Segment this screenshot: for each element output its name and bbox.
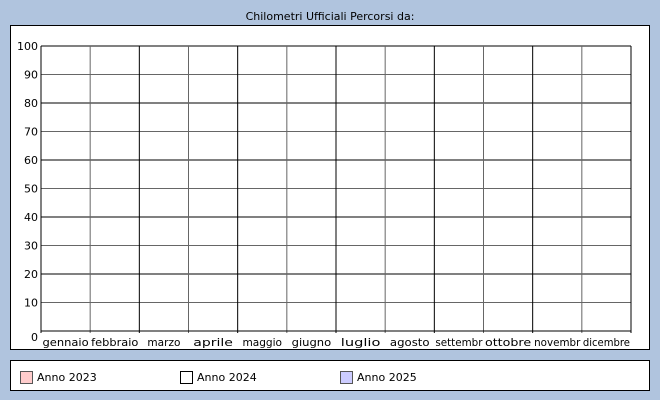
y-tick-label: 20 — [24, 268, 38, 281]
x-tick-label: luglio — [341, 336, 381, 349]
x-tick-label: maggio — [242, 336, 282, 349]
y-tick-label: 60 — [24, 154, 38, 167]
y-tick-label: 100 — [17, 40, 38, 53]
x-tick-label: marzo — [147, 336, 180, 349]
y-tick-label: 40 — [24, 211, 38, 224]
chart-title: Chilometri Ufficiali Percorsi da: — [245, 10, 415, 23]
y-tick-label: 10 — [24, 297, 38, 310]
legend-label: Anno 2025 — [357, 371, 417, 384]
legend: Anno 2023 Anno 2024 Anno 2025 — [10, 360, 650, 391]
chart-svg: 0 10 20 30 40 50 60 70 80 90 100 gennaio febbraio mar… — [17, 40, 632, 349]
x-tick-label: settembr — [435, 336, 483, 349]
legend-swatch — [340, 371, 353, 384]
x-tick-label: giugno — [292, 336, 332, 349]
chart-panel: 0 10 20 30 40 50 60 70 80 90 100 gennaio febbraio mar… — [10, 25, 650, 350]
x-tick-label: gennaio — [42, 336, 88, 349]
y-tick-label: 90 — [24, 69, 38, 82]
legend-label: Anno 2023 — [37, 371, 97, 384]
legend-item-2024: Anno 2024 — [180, 371, 257, 384]
y-tick-label: 80 — [24, 97, 38, 110]
x-tick-label: novembr — [534, 336, 581, 349]
legend-label: Anno 2024 — [197, 371, 257, 384]
x-tick-label: ottobre — [485, 336, 531, 349]
legend-item-2025: Anno 2025 — [340, 371, 417, 384]
legend-item-2023: Anno 2023 — [20, 371, 97, 384]
y-tick-label: 50 — [24, 183, 38, 196]
legend-swatch — [20, 371, 33, 384]
x-tick-label: agosto — [390, 336, 430, 349]
legend-swatch — [180, 371, 193, 384]
x-tick-label: dicembre — [583, 336, 630, 349]
x-tick-label: aprile — [193, 336, 233, 349]
y-tick-label: 70 — [24, 126, 38, 139]
y-tick-label: 0 — [31, 331, 38, 344]
x-tick-label: febbraio — [91, 336, 138, 349]
y-tick-label: 30 — [24, 240, 38, 253]
